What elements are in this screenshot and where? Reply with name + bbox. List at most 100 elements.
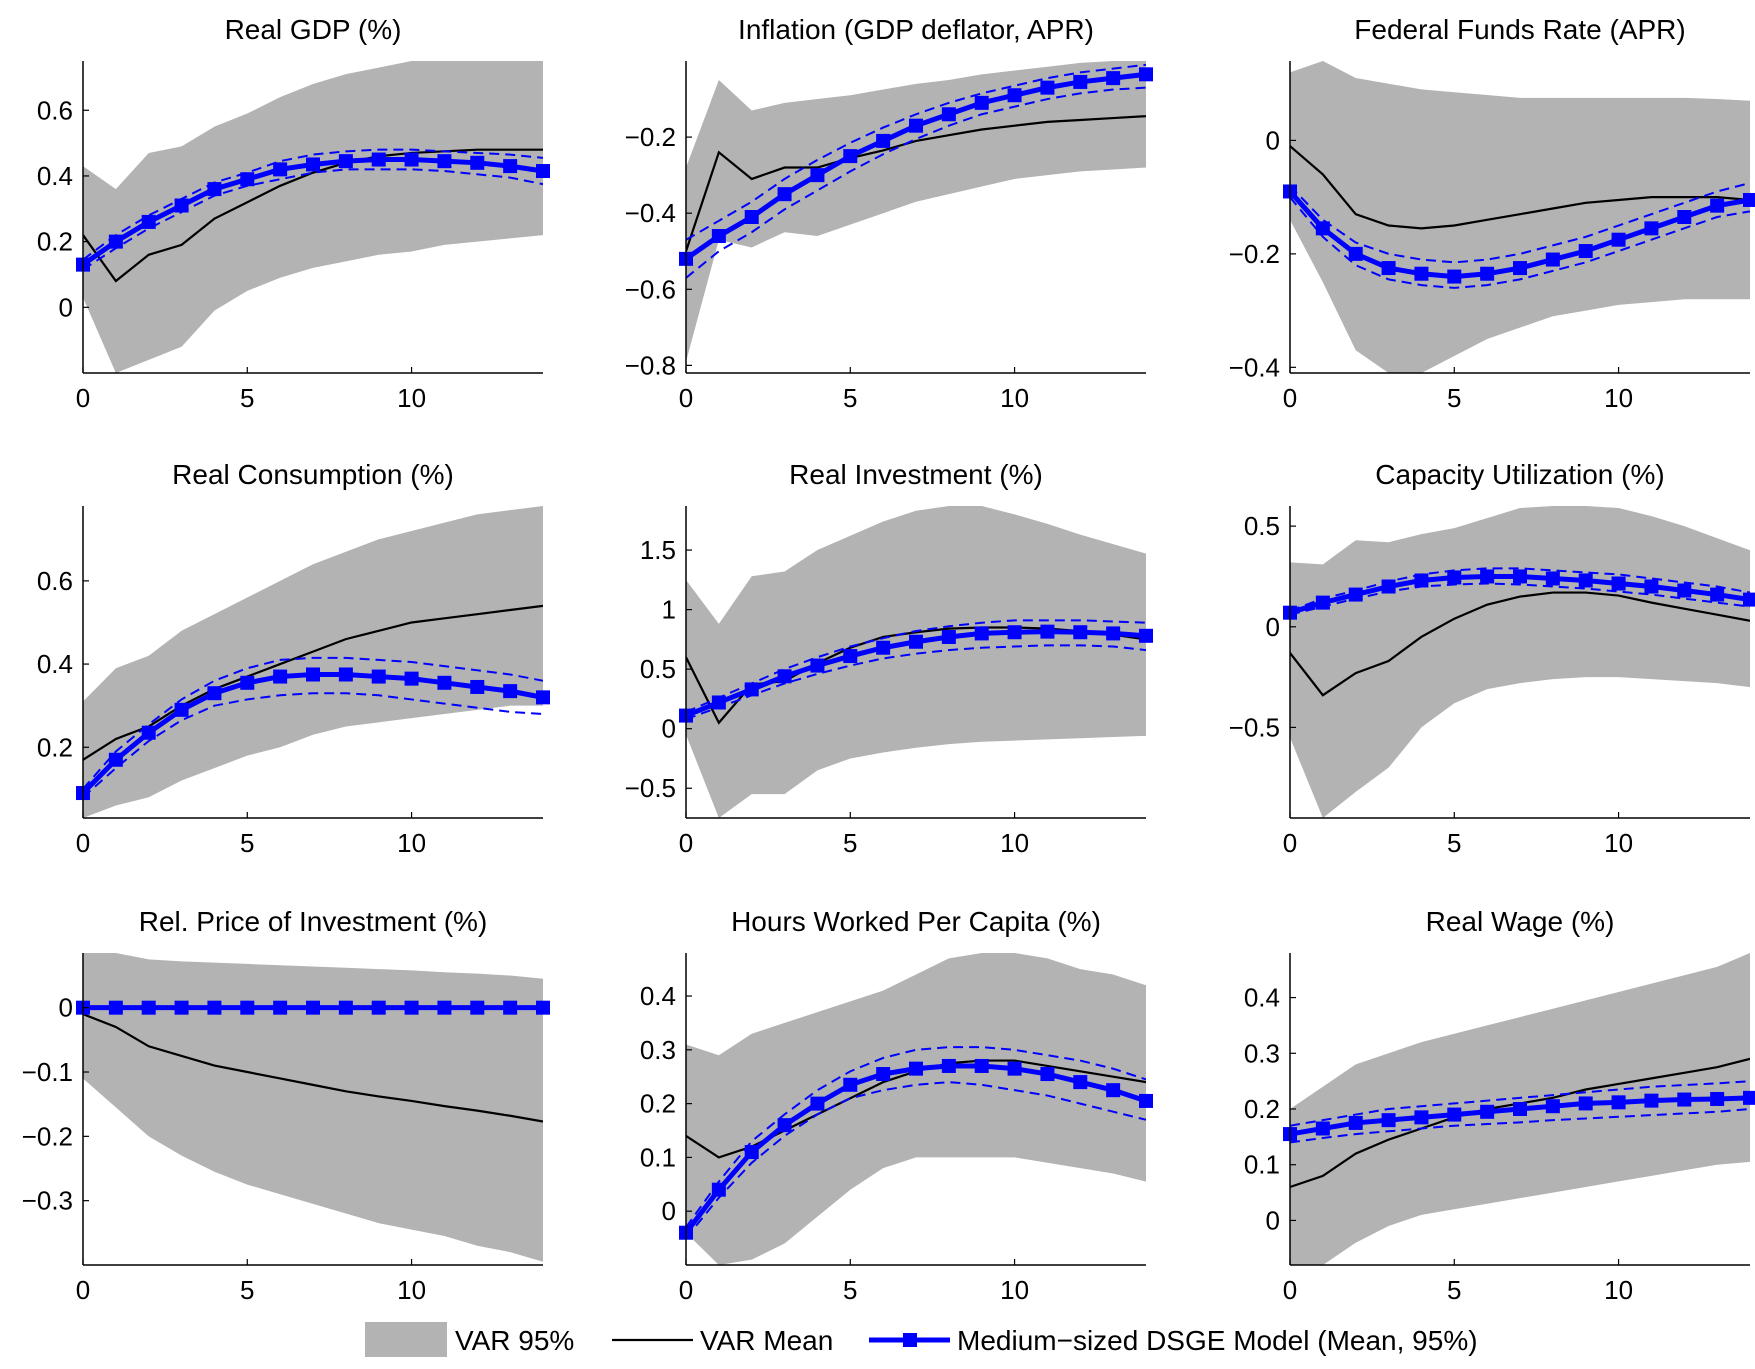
chart-title: Real Consumption (%) (172, 459, 454, 490)
dsge-marker (371, 1000, 386, 1015)
dsge-marker (1040, 80, 1055, 95)
var-mean-line (1290, 591, 1750, 697)
dsge-marker (1007, 625, 1022, 640)
y-tick-label: 0.5 (1244, 511, 1280, 541)
dsge-marker (1106, 1083, 1121, 1098)
x-tick-label: 5 (1447, 1275, 1461, 1305)
dsge-band-upper (83, 656, 543, 790)
dsge-marker (777, 187, 792, 202)
dsge-marker (1611, 232, 1626, 247)
dsge-marker (437, 154, 452, 169)
dsge-marker (174, 702, 189, 717)
plot-area (686, 506, 1146, 818)
plot-area (83, 953, 543, 1262)
dsge-marker (1106, 71, 1121, 86)
chart-panel: Inflation (GDP deflator, APR) 0 5 10 −0.8 −0.… (625, 14, 1153, 413)
dsge-marker (207, 686, 222, 701)
dsge-marker (1710, 198, 1725, 213)
chart-title: Rel. Price of Investment (%) (139, 906, 488, 937)
dsge-marker (1513, 261, 1527, 276)
dsge-marker (1677, 1092, 1692, 1107)
chart-title: Inflation (GDP deflator, APR) (738, 14, 1094, 45)
dsge-marker (174, 1000, 189, 1015)
dsge-band-upper (686, 63, 1146, 241)
dsge-marker (141, 725, 156, 740)
dsge-marker (207, 182, 222, 197)
y-tick-label: 0.4 (640, 981, 676, 1011)
dsge-marker (1743, 192, 1755, 207)
dsge-marker (1139, 1093, 1153, 1108)
dsge-marker (1545, 252, 1560, 267)
chart-panel: Rel. Price of Investment (%) 0 5 10 −0.3 −0.2… (22, 906, 550, 1305)
x-tick-label: 0 (1283, 1275, 1297, 1305)
dsge-marker (1611, 576, 1626, 591)
legend-swatch-var-95 (365, 1322, 447, 1357)
y-tick-label: 0 (1266, 125, 1280, 155)
x-tick-label: 10 (397, 828, 426, 858)
x-tick-label: 10 (397, 383, 426, 413)
dsge-marker (974, 626, 989, 641)
dsge-marker (1106, 626, 1121, 641)
dsge-marker (1315, 595, 1330, 610)
dsge-marker (1447, 1107, 1462, 1122)
dsge-marker (1007, 88, 1022, 103)
dsge-marker (1578, 1096, 1593, 1111)
dsge-band-upper (686, 1046, 1146, 1228)
y-tick-label: 0 (1266, 1205, 1280, 1235)
dsge-marker (711, 695, 726, 710)
var-mean-line (686, 115, 1146, 252)
dsge-marker (711, 1182, 726, 1197)
x-tick-label: 0 (76, 383, 90, 413)
y-tick-label: −0.1 (22, 1057, 73, 1087)
dsge-marker (404, 1000, 419, 1015)
y-tick-label: −0.5 (1229, 712, 1280, 742)
dsge-marker (876, 1067, 891, 1082)
dsge-marker (1611, 1095, 1626, 1110)
dsge-marker (174, 198, 189, 213)
legend-label-var-95: VAR 95% (455, 1325, 574, 1356)
dsge-marker (1644, 221, 1659, 236)
x-tick-label: 5 (1447, 383, 1461, 413)
y-tick-label: 0 (59, 993, 73, 1023)
var-95-band (686, 61, 1146, 362)
chart-panel: Capacity Utilization (%) 0 5 10 −0.5 0 0.5 (1229, 459, 1755, 858)
dsge-marker (941, 629, 956, 644)
x-tick-label: 10 (1000, 1275, 1029, 1305)
dsge-marker (974, 95, 989, 110)
x-tick-label: 5 (843, 383, 857, 413)
plot-area (686, 61, 1146, 362)
dsge-marker (1743, 1090, 1755, 1105)
chart-panel: Hours Worked Per Capita (%) 0 5 10 0 0.1 0.2 0.… (640, 906, 1153, 1305)
dsge-marker (108, 752, 123, 767)
dsge-marker (1578, 244, 1593, 259)
dsge-band-upper (83, 148, 543, 261)
y-tick-label: 0.6 (37, 566, 73, 596)
dsge-marker (536, 690, 550, 705)
chart-title: Real Wage (%) (1426, 906, 1615, 937)
dsge-marker (371, 152, 386, 167)
chart-panel: Real GDP (%) 0 5 10 0 0.2 0.4 0.6 (37, 14, 550, 413)
dsge-marker (810, 1096, 825, 1111)
x-tick-label: 5 (843, 1275, 857, 1305)
dsge-marker (1414, 1110, 1429, 1125)
dsge-marker (744, 682, 759, 697)
dsge-marker (876, 640, 891, 655)
dsge-marker (1073, 1075, 1088, 1090)
x-tick-label: 10 (1604, 1275, 1633, 1305)
dsge-marker (1447, 269, 1462, 284)
legend: VAR 95% VAR Mean Medium−sized DSGE Model… (365, 1322, 1478, 1357)
dsge-marker (1480, 1104, 1495, 1119)
dsge-marker (240, 172, 255, 187)
y-tick-label: 0 (662, 714, 676, 744)
dsge-marker (1447, 570, 1462, 585)
dsge-marker (338, 1000, 353, 1015)
dsge-marker (536, 164, 550, 179)
dsge-band-lower (1290, 1108, 1750, 1144)
y-tick-label: 0.5 (640, 654, 676, 684)
plot-area (1290, 61, 1750, 373)
dsge-band-lower (83, 168, 543, 271)
dsge-marker (1348, 587, 1363, 602)
dsge-marker (437, 1000, 452, 1015)
chart-title: Real Investment (%) (789, 459, 1043, 490)
y-tick-label: 0.6 (37, 95, 73, 125)
